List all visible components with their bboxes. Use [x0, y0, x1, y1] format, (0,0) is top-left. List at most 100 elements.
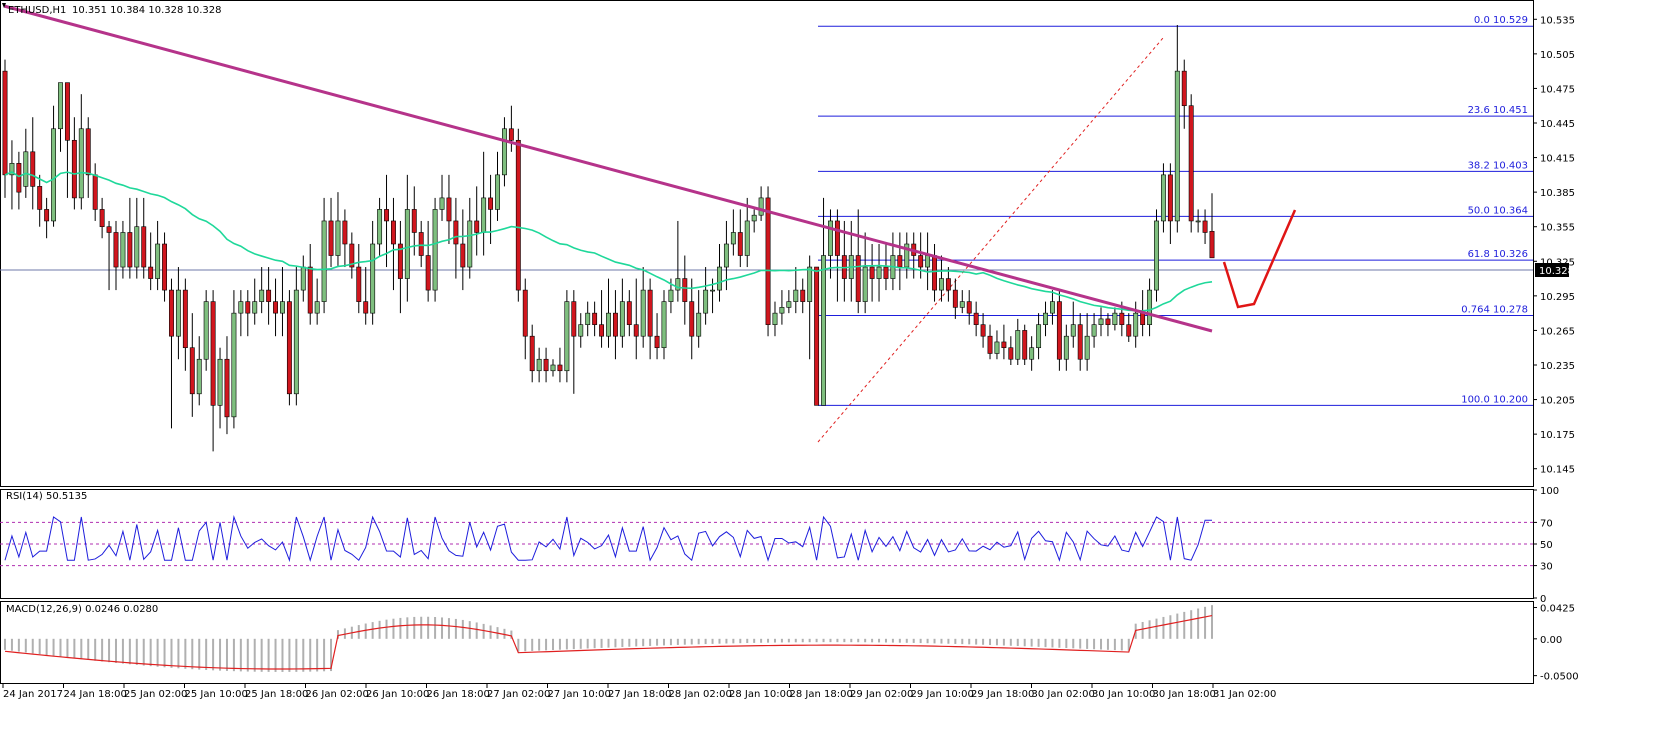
projection-arrow: [1222, 209, 1297, 309]
macd-bar: [1100, 638, 1103, 650]
candle-body: [779, 307, 785, 314]
candle-body: [855, 255, 861, 302]
candle-body: [113, 232, 119, 268]
macd-bar: [385, 619, 388, 639]
macd-bar: [697, 638, 700, 645]
fib-level-label: 61.8 10.326: [1468, 249, 1528, 260]
macd-bar: [441, 617, 444, 639]
macd-bar: [1113, 638, 1116, 651]
candle-body: [668, 289, 674, 302]
candle-body: [647, 289, 653, 337]
macd-bar: [1016, 638, 1019, 647]
price-tick-label: 10.355: [1540, 223, 1575, 234]
candle-body: [1084, 335, 1090, 360]
macd-bar: [413, 616, 416, 639]
candle-body: [1105, 318, 1111, 325]
macd-tick-label: 0.00: [1540, 635, 1562, 646]
macd-bar: [212, 638, 215, 671]
candle-body: [626, 301, 632, 325]
macd-bar: [1086, 638, 1089, 649]
macd-bar: [822, 638, 825, 643]
macd-bar: [565, 638, 568, 650]
macd-bar: [1120, 638, 1123, 651]
price-axis: 10.535 10.505 10.475 10.445 10.415 10.385 10.3…: [1533, 15, 1575, 476]
time-tick-label: 26 Jan 10:00: [366, 689, 429, 700]
candle-body: [1126, 324, 1132, 337]
macd-signal-line: [4, 614, 1213, 670]
time-tick-label: 28 Jan 02:00: [669, 689, 732, 700]
macd-bar: [406, 617, 409, 639]
candle-body: [501, 128, 507, 176]
time-tick-label: 26 Jan 18:00: [427, 689, 490, 700]
time-tick-label: 26 Jan 02:00: [306, 689, 369, 700]
collapse-arrow-icon[interactable]: [2, 3, 6, 8]
macd-bar: [4, 638, 6, 650]
macd-bar: [461, 619, 464, 639]
candle-body: [1015, 330, 1021, 360]
macd-bar: [572, 638, 575, 650]
rsi-tick-label: 0: [1540, 594, 1546, 605]
macd-bar: [108, 638, 111, 663]
time-tick-label: 25 Jan 02:00: [124, 689, 187, 700]
candle-body: [210, 301, 216, 406]
candle-body: [1070, 324, 1076, 337]
candle-body: [959, 301, 965, 308]
candle-body: [821, 255, 826, 406]
macd-bar: [808, 638, 811, 643]
candle-body: [633, 324, 639, 337]
candle-body: [1133, 312, 1139, 337]
fib-level-label: 0.0 10.529: [1474, 15, 1528, 26]
time-tick-label: 28 Jan 10:00: [729, 689, 792, 700]
candle-body: [744, 220, 750, 256]
macd-bar: [1072, 638, 1075, 649]
macd-bar: [17, 638, 20, 652]
candle-body: [862, 266, 868, 302]
macd-bar: [801, 638, 804, 643]
macd-bar: [1190, 610, 1193, 639]
candle-body: [966, 301, 972, 314]
macd-title: MACD(12,26,9) 0.0246 0.0280: [6, 604, 158, 615]
candle-body: [286, 301, 292, 395]
candle-body: [474, 220, 480, 233]
rsi-tick-label: 50: [1540, 540, 1553, 551]
candle-body: [481, 197, 487, 233]
macd-bar: [1148, 620, 1151, 639]
fib-level-label: 38.2 10.403: [1468, 160, 1528, 171]
fib-level-label: 0.764 10.278: [1461, 304, 1528, 315]
macd-bar: [121, 638, 124, 664]
candle-body: [1147, 289, 1153, 325]
macd-bar: [253, 638, 256, 672]
candle-body: [377, 209, 383, 245]
macd-bar: [760, 638, 763, 643]
time-tick-label: 25 Jan 10:00: [185, 689, 248, 700]
candle-body: [578, 324, 584, 337]
macd-bar: [545, 638, 548, 651]
macd-bar: [995, 638, 998, 646]
candle-body: [689, 301, 695, 337]
macd-bar: [579, 638, 582, 649]
macd-bar: [829, 638, 832, 643]
macd-bar: [593, 638, 596, 649]
candle-body: [1063, 335, 1069, 360]
candle-body: [1022, 330, 1028, 360]
time-tick-label: 27 Jan 10:00: [548, 689, 611, 700]
candle-body: [737, 232, 743, 256]
price-tick-label: 10.505: [1540, 50, 1575, 61]
time-tick-label: 29 Jan 10:00: [911, 689, 974, 700]
macd-bar: [184, 638, 187, 669]
macd-bar: [225, 638, 228, 671]
candle-body: [252, 301, 258, 314]
macd-bar: [982, 638, 985, 645]
macd-bar: [52, 638, 55, 656]
candle-body: [807, 266, 813, 302]
candle-body: [772, 312, 778, 325]
macd-bar: [905, 638, 908, 643]
macd-bar: [628, 638, 631, 647]
macd-bar: [1127, 638, 1130, 651]
fib-level-label: 100.0 10.200: [1461, 394, 1528, 405]
macd-bar: [149, 638, 152, 667]
candle-body: [1091, 324, 1097, 337]
macd-bar: [73, 638, 76, 659]
candle-body: [883, 266, 889, 279]
chart-title: ETHUSD,H1: [8, 5, 66, 16]
